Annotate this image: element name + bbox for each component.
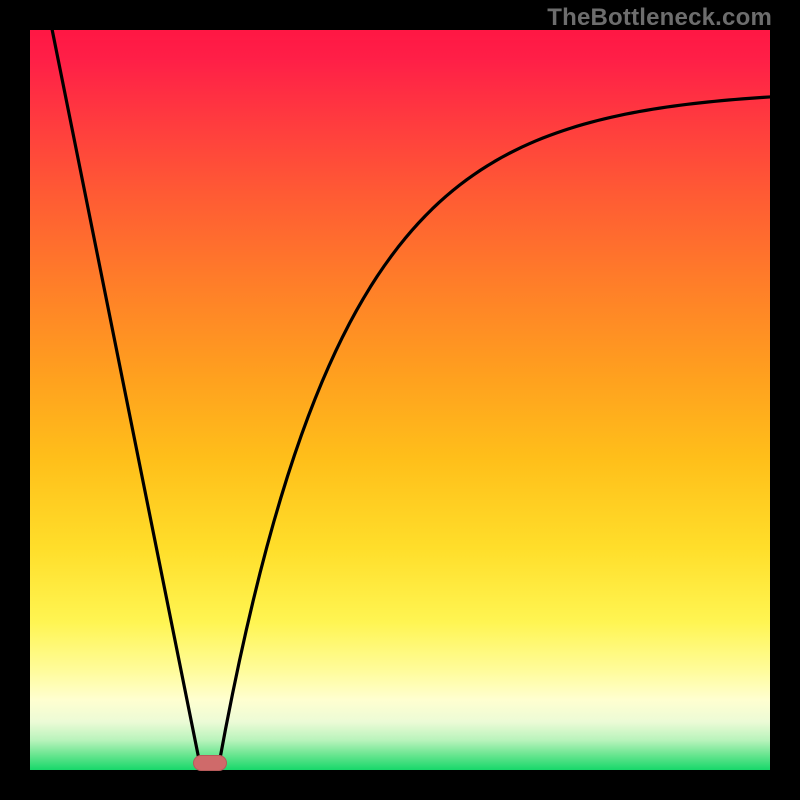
optimum-marker	[193, 755, 227, 771]
chart-frame: TheBottleneck.com	[0, 0, 800, 800]
watermark-text: TheBottleneck.com	[547, 4, 772, 32]
bottleneck-curve	[52, 30, 770, 766]
plot-area	[30, 30, 770, 770]
curve-layer	[30, 30, 770, 770]
